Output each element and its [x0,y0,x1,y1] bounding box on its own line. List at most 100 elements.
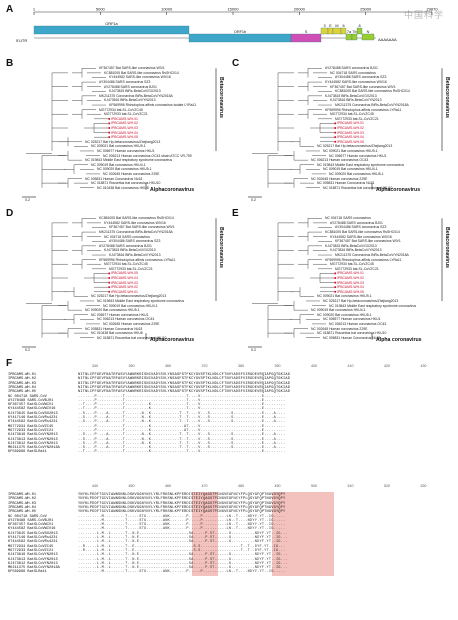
highlight-region [192,492,218,576]
leaf-marker [334,277,337,279]
tree-leaf-label: IPBCAMS-WH-01 [337,271,364,276]
tree-leaf-label: IPBCAMS-WH-02 [111,121,138,126]
tree-leaf-label: KY444582 SARS-like coronavirus WIV16 [109,75,171,80]
clade-label-alpha: Alphacoronavirus [376,186,421,193]
sequence-row: ..S....P....A......T.......N..K.........… [78,420,286,425]
orf-box [188,33,292,43]
alignment-position-label: 460 [165,484,171,488]
leaf-marker [334,131,337,134]
sequence-name: AY278488 SARS-CoVBJ01 [8,518,54,523]
orf-label: 6 [342,24,344,28]
clade-label-alpha: Alphacoronavirus [150,186,195,193]
leaf-marker [108,136,111,139]
sequence-row: ..T....P...........T..........K.........… [78,407,286,412]
tree-leaf-label: KC881005 Bat SARS-like coronavirus RsSHC… [104,70,179,75]
sequence-row: ..R.....L.M..L......T..E.---------------… [78,544,286,549]
tree-leaf-label: NC 002645 Human coronavirus 229E [103,321,160,326]
ruler-tick-label: 1 [33,7,36,12]
tree-leaf-label: NC 009019 Bat coronavirus HKU4-1 [311,308,366,313]
tree-leaf-label: IPBCAMS-WH-04 [337,135,364,140]
tree-branches [248,218,443,348]
tree-branches [22,218,217,348]
sequence-name: NC 004718 SARS-CoV [8,514,47,519]
sequence-row: ........L.M..L......T..N.E--------------… [78,553,288,558]
tree-leaf-label: NC 019843 Middle East respiratory syndro… [97,298,185,303]
alignment-position-label: 370 [201,364,208,368]
sequence-name: IPBCAMS-WH-02 [8,377,37,382]
orf-box [351,33,358,41]
sequence-name: MK211375 BatSLCoVYN2018A [8,446,60,451]
alignment-position-label: 480 [238,484,244,488]
utr3-label: AAAAAAA [378,37,397,42]
sequence-row: ........L.M..L......T..N.E--------------… [78,561,288,566]
tree-leaf-label: KF569996 Rhinolophus affinis coronavirus… [325,107,402,112]
tree-leaf-label: KJ473815 BtRs-BetaCoV/GX2013 [325,93,377,98]
leaf-marker [334,286,337,289]
sequence-name: KF367457 BatSLCoVWIV1 [8,523,54,528]
tree-leaf-label: NC 006577 Human coronavirus HKU1 [97,148,155,153]
tree-leaf-label: IPBCAMS-WH-03 [111,280,138,285]
tree-leaf-label: NC 005831 Human Coronavirus NL63 [85,326,143,331]
sequence-row: ..........M.........T.....STG.......ANK.… [78,523,286,528]
phylo-tree-c: AY278488 SARS coronavirus BJ01 NC 004718 … [238,62,450,202]
sequence-name: NC 004718 SARS-CoV [8,394,47,399]
sequence-name: KY417146 BatSLCoVRs4231 [8,536,58,540]
tree-leaf-label: IPBCAMS-WH-04 [111,276,138,280]
tree-leaf-label: NC 018871 Rousettus bat coronavirus HKU1… [91,181,161,186]
tree-leaf-label: NC 002645 Human coronavirus 229E [311,176,368,181]
tree-leaf-label: MG772934 bat-SL-CoVZC45 [104,262,148,267]
leaf-marker [108,272,111,275]
sequence-alignment: 340 350 360 370 380 390 400 410 420 430 IPBCAMS-WH… [8,364,454,616]
tree-leaf-label: IPBCAMS-WH-05 [111,271,138,276]
sequence-row: YNYKLPDDFTGCVIAWNSNNLDSKVGGNYNYLYRLFRKSN… [78,501,286,506]
phylo-tree-d: KC881005 Bat SARS-like coronavirus RsSHC… [12,212,224,352]
leaf-marker [334,122,337,125]
sequence-row: YNYKLPDDFTGCVIAWNSNNLDSKVGGNYNYLYRLFRKSN… [78,505,286,510]
leaf-marker [108,122,111,125]
sequence-row: NITNLCPFGEVFNATRFASVYAWNRKRISNCVADYSVLYN… [78,390,291,395]
alignment-position-label: 380 [238,364,244,368]
tree-leaf-label: NC 002645 Human coronavirus 229E [311,326,368,331]
alignment-position-label: 390 [274,364,281,368]
alignment-position-label: 400 [311,364,317,368]
tree-leaf-label: KC881005 Bat SARS-like coronavirus RsSHC… [99,216,174,221]
sequence-name: KJ473815 BatSLCoVGX2013 [8,531,58,536]
leaf-marker [108,290,111,293]
tree-leaf-label: MG772933 bat-SL-CoVZC21 [109,266,153,271]
tree-leaf-label: KJ473815 BtRs-BetaCoV/GX2013 [109,89,161,94]
tree-leaf-label: MG772934 bat-SL-CoVZC45 [330,112,374,117]
tree-leaf-label: IPBCAMS-WH-03 [337,280,364,285]
phylo-tree-b: KF367457 Bat SARS-like coronavirus WIV1 K… [12,62,224,202]
tree-leaf-label: NC 006213 Human coronavirus OC43 strain … [103,153,192,158]
tree-leaf-label: KF569996 Rhinolophus affinis coronavirus… [109,103,197,108]
tree-leaf-label: NC 009020 Bat coronavirus HKU5-1 [97,167,152,172]
sequence-name: IPBCAMS-WH-05 [8,390,37,395]
tree-leaf-label: KJ473816 BtRs-BetaCoV/YN2013 [330,248,382,253]
alignment-position-label: 360 [165,364,171,368]
leaf-marker [108,127,111,129]
sequence-row: ..........M.........T.....STG.......ANK.… [78,518,286,523]
sequence-name: KJ473813 BatSLCoVYN2013 [8,437,58,442]
sequence-row: ..S....P....A......T.......N..K.........… [78,416,286,420]
sequence-name: KJ473813 BatSLCoVYN2013 [8,557,58,562]
tree-leaf-label: NC 025217 Bat Hp-betacoronavirus/Zhejian… [323,298,399,303]
genome-map: 1 5000 10000 15000 20000 25000 29870ORF1aORF1b… [16,7,438,44]
orf-label: M [335,24,338,28]
sequence-row: NITNLCPFGEVFNATRFASVYAWNRKRISNCVADYSVLYN… [78,385,291,390]
tree-leaf-label: IPBCAMS-WH-01 [111,116,138,121]
tree-leaf-label: IPBCAMS-WH-05 [111,135,138,140]
ruler-tick-label: 20000 [294,7,306,12]
tree-leaf-label: IPBCAMS-WH-04 [337,285,364,290]
orf-label: N [367,30,370,34]
sequence-row: ..S....P....A......T..........K.........… [78,446,286,451]
clade-label-alpha: Alphacoronavirus [150,336,195,343]
tree-branches [22,68,217,198]
alignment-position-label: 430 [420,364,427,368]
clade-label-beta: Betacoronavirus [218,227,224,269]
orf-label: S [305,30,308,34]
tree-leaf-label: NC 018871 Rousettus bat coronavirus HKU1… [97,335,167,340]
tree-leaf-label: MK211375 Coronavirus BtRs-BetaCoV/YN2018… [99,230,173,235]
tree-leaf-label: MG772933 bat-SL-CoVZC21 [335,116,379,121]
alignment-position-label: 440 [92,484,98,488]
sequence-row: YNYKLPDDFTGCVIAWNSNNLDSKVGGNYNYLYRLFRKSN… [78,497,286,502]
